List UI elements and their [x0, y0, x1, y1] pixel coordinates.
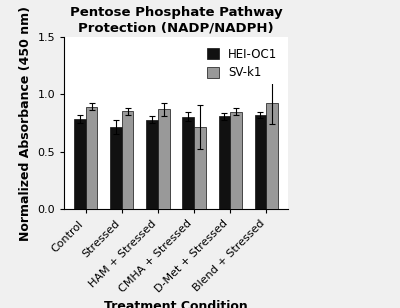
- Bar: [158, 109, 170, 209]
- Title: Pentose Phosphate Pathway
Protection (NADP/NADPH): Pentose Phosphate Pathway Protection (NA…: [70, 6, 282, 34]
- X-axis label: Treatment Condition: Treatment Condition: [104, 300, 248, 308]
- Bar: [122, 111, 133, 209]
- Legend: HEI-OC1, SV-k1: HEI-OC1, SV-k1: [202, 43, 282, 84]
- Bar: [86, 107, 97, 209]
- Bar: [219, 116, 230, 209]
- Bar: [110, 127, 122, 209]
- Bar: [230, 112, 242, 209]
- Bar: [194, 127, 206, 209]
- Bar: [182, 117, 194, 209]
- Bar: [266, 103, 278, 209]
- Bar: [255, 115, 266, 209]
- Bar: [74, 119, 86, 209]
- Y-axis label: Normalized Absorbance (450 nm): Normalized Absorbance (450 nm): [19, 6, 32, 241]
- Bar: [146, 120, 158, 209]
